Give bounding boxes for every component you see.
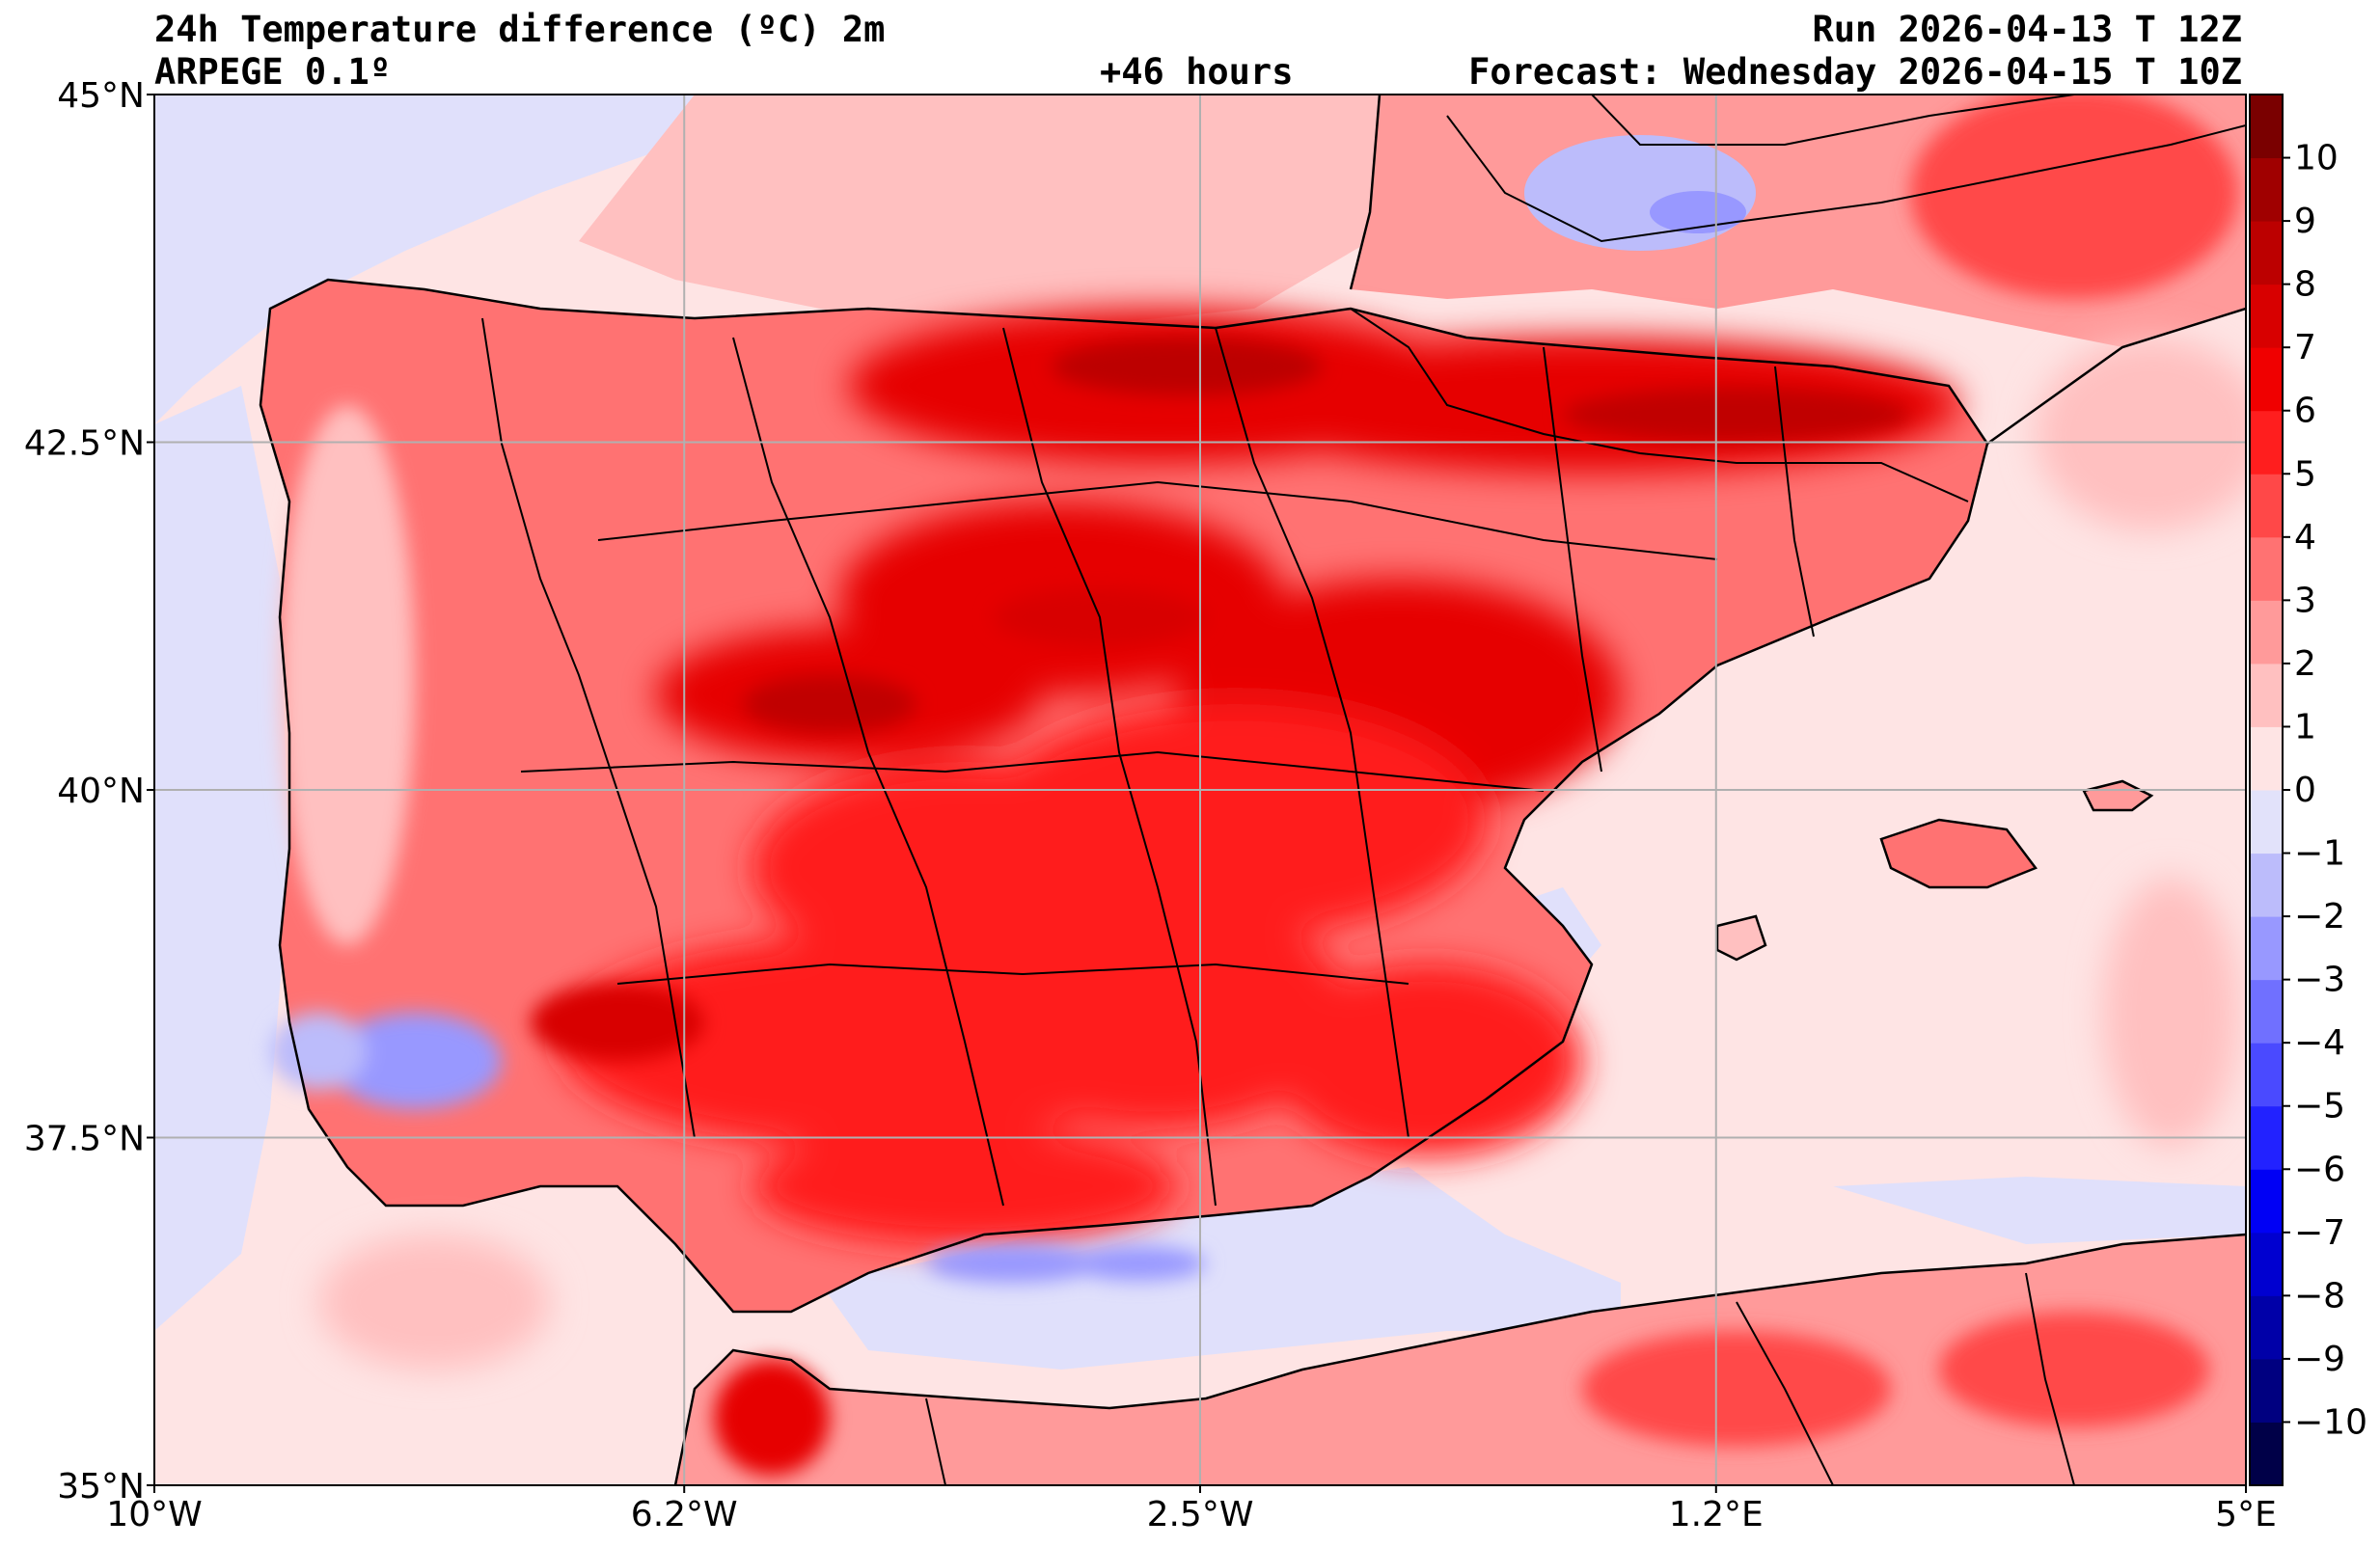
colorbar-segment	[2250, 157, 2283, 222]
colorbar-label: 2	[2294, 644, 2316, 684]
colorbar-segment	[2250, 1232, 2283, 1296]
forecast-valid-label: Forecast: Wednesday 2026-04-15 T 10Z	[1468, 51, 2242, 93]
colorbar-label: 3	[2294, 581, 2316, 620]
colorbar-segment	[2250, 1358, 2283, 1423]
lon-tick-label: 5°E	[2215, 1495, 2277, 1534]
colorbar-label: 7	[2294, 328, 2316, 367]
colorbar-label: −5	[2294, 1087, 2345, 1126]
colorbar-label: −4	[2294, 1023, 2345, 1063]
colorbar-segment	[2250, 916, 2283, 981]
colorbar-segment	[2250, 410, 2283, 475]
iberia-extreme-heat-cores	[531, 338, 1910, 1061]
colorbar-segment	[2250, 1105, 2283, 1170]
colorbar-segment	[2250, 1295, 2283, 1360]
colorbar-segment	[2250, 600, 2283, 665]
atlantic-west-cool-region	[154, 386, 289, 1331]
colorbar-segment	[2250, 1422, 2283, 1486]
colorbar-label: 5	[2294, 454, 2316, 494]
mediterranean-warm-patches	[318, 338, 2246, 1370]
colorbar-label: 4	[2294, 518, 2316, 557]
colorbar-segment	[2250, 979, 2283, 1044]
lat-tick-label: 35°N	[57, 1467, 145, 1506]
colorbar-segment	[2250, 1169, 2283, 1234]
lat-tick-label: 37.5°N	[24, 1120, 145, 1159]
colorbar-label: 10	[2294, 139, 2339, 178]
coastlines	[259, 95, 2246, 1485]
menorca-island	[2082, 779, 2154, 812]
graticule	[154, 95, 2246, 1485]
colorbar-label: 0	[2294, 771, 2316, 810]
lat-tick-label: 40°N	[57, 772, 145, 811]
colorbar-label: −1	[2294, 834, 2345, 874]
map-title: 24h Temperature difference (ºC) 2m	[154, 9, 886, 50]
alboran-cool-region	[820, 1167, 1621, 1370]
lon-tick-label: 6.2°W	[631, 1495, 738, 1534]
lon-tick-label: 1.2°E	[1669, 1495, 1764, 1534]
atlantic-cool-region	[154, 95, 695, 424]
run-label: Run 2026-04-13 T 12Z	[1812, 9, 2242, 50]
map-area	[154, 95, 2246, 1485]
latitude-ticks: 45°N 42.5°N 40°N 37.5°N 35°N	[24, 76, 154, 1506]
colorbar-segment	[2250, 221, 2283, 285]
ibiza-island	[1715, 914, 1767, 962]
colorbar-segment	[2250, 853, 2283, 917]
massif-central-cold-core	[1650, 191, 1746, 233]
colorbar-label: 6	[2294, 392, 2316, 431]
colorbar-label: −8	[2294, 1276, 2345, 1316]
colorbar-segment	[2250, 536, 2283, 601]
mallorca-island	[1879, 818, 2038, 889]
colorbar-segment	[2250, 663, 2283, 727]
lon-tick-label: 2.5°W	[1147, 1495, 1254, 1534]
region-borders	[481, 95, 2246, 1485]
colorbar-label: 9	[2294, 202, 2316, 241]
lon-tick-label: 10°W	[106, 1495, 202, 1534]
colorbar-label: −6	[2294, 1150, 2345, 1189]
southern-france-warm-region	[1910, 95, 2238, 299]
massif-central-cool-region	[1524, 135, 1756, 251]
colorbar-segment	[2250, 284, 2283, 348]
colorbar-label: −3	[2294, 961, 2345, 1000]
colorbar-label: −2	[2294, 897, 2345, 936]
colorbar-segment	[2250, 790, 2283, 855]
colorbar-label: −9	[2294, 1340, 2345, 1379]
lead-time-label: +46 hours	[1100, 51, 1294, 93]
longitude-ticks: 10°W 6.2°W 2.5°W 1.2°E 5°E	[106, 1485, 2277, 1534]
algerian-coast-cool-region	[1833, 1177, 2246, 1244]
colorbar-label: −7	[2294, 1213, 2345, 1253]
colorbar-label: 1	[2294, 707, 2316, 746]
colorbar-segment	[2250, 95, 2283, 159]
lat-tick-label: 45°N	[57, 76, 145, 116]
colorbar-segment	[2250, 474, 2283, 538]
colorbar-label: −10	[2294, 1402, 2367, 1442]
colorbar-segment	[2250, 726, 2283, 791]
colorbar-segment	[2250, 347, 2283, 412]
portugal-cooler-region	[270, 405, 1206, 1283]
north-africa-warm-cores	[714, 1312, 2209, 1476]
colorbar-segment	[2250, 1043, 2283, 1107]
model-label: ARPEGE 0.1º	[154, 51, 392, 93]
colorbar-label: 8	[2294, 265, 2316, 305]
lat-tick-label: 42.5°N	[24, 424, 145, 464]
bay-of-biscay-light-region	[579, 95, 1380, 328]
